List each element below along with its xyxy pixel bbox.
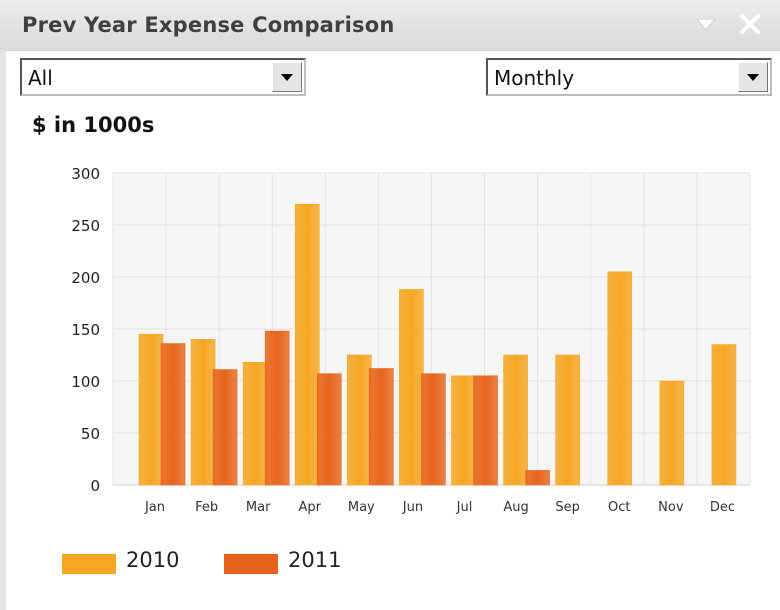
bar-2011-aug bbox=[525, 470, 550, 486]
x-tick-label: Mar bbox=[246, 500, 271, 515]
x-tick-label: Feb bbox=[195, 500, 218, 515]
bar-2010-sep bbox=[555, 354, 580, 486]
bar-2010-apr bbox=[294, 203, 320, 486]
y-tick-label: 50 bbox=[81, 425, 100, 443]
x-tick-label: May bbox=[348, 500, 375, 515]
bar-2010-nov bbox=[659, 380, 685, 486]
bar-2011-feb bbox=[212, 369, 238, 486]
bar-2011-mar bbox=[264, 330, 290, 486]
widget-left-border bbox=[0, 50, 6, 610]
filter-select-value: All bbox=[28, 66, 53, 90]
chevron-down-icon bbox=[281, 74, 293, 81]
x-tick-label: Jul bbox=[456, 500, 473, 515]
bar-2010-jul bbox=[451, 375, 476, 486]
x-tick-label: Dec bbox=[710, 500, 735, 515]
bar-2010-oct bbox=[607, 271, 633, 486]
bar-2010-may bbox=[347, 354, 372, 486]
close-icon[interactable] bbox=[736, 10, 764, 38]
y-tick-label: 150 bbox=[71, 321, 100, 339]
x-tick-label: Jun bbox=[402, 500, 423, 515]
units-label: $ in 1000s bbox=[32, 113, 155, 137]
period-dropdown-button[interactable] bbox=[738, 62, 768, 92]
bar-2011-jul bbox=[473, 375, 498, 486]
bar-2010-feb bbox=[190, 339, 216, 486]
x-tick-label: Jan bbox=[144, 500, 165, 515]
bar-2010-jan bbox=[138, 333, 164, 486]
widget-title: Prev Year Expense Comparison bbox=[22, 13, 395, 37]
period-select-value: Monthly bbox=[494, 66, 575, 90]
filter-dropdown-button[interactable] bbox=[272, 62, 302, 92]
bar-2010-dec bbox=[711, 344, 737, 486]
x-tick-label: Oct bbox=[608, 500, 630, 515]
legend-label: 2011 bbox=[288, 548, 342, 572]
y-tick-label: 0 bbox=[90, 477, 100, 495]
y-tick-label: 200 bbox=[71, 269, 100, 287]
y-tick-label: 250 bbox=[71, 217, 100, 235]
x-tick-label: Nov bbox=[658, 500, 684, 515]
bar-2011-may bbox=[369, 368, 394, 486]
bar-2011-jan bbox=[160, 343, 186, 486]
bar-2011-jun bbox=[421, 373, 446, 486]
bar-2010-aug bbox=[503, 354, 528, 486]
x-tick-label: Apr bbox=[299, 500, 322, 515]
legend-swatch bbox=[62, 554, 116, 574]
x-tick-label: Sep bbox=[555, 500, 580, 515]
bar-2010-jun bbox=[399, 289, 424, 486]
bar-2010-mar bbox=[242, 361, 268, 486]
legend-label: 2010 bbox=[126, 548, 180, 572]
period-select[interactable]: Monthly bbox=[486, 58, 772, 96]
triangle-down-icon[interactable] bbox=[692, 10, 720, 38]
bar-2011-apr bbox=[316, 373, 342, 486]
x-tick-label: Aug bbox=[503, 500, 528, 515]
filter-select[interactable]: All bbox=[20, 58, 306, 96]
legend-swatch bbox=[224, 554, 278, 574]
y-tick-label: 300 bbox=[71, 165, 100, 183]
widget-title-bar[interactable]: Prev Year Expense Comparison bbox=[0, 0, 780, 51]
chevron-down-icon bbox=[747, 74, 759, 81]
y-tick-label: 100 bbox=[71, 373, 100, 391]
